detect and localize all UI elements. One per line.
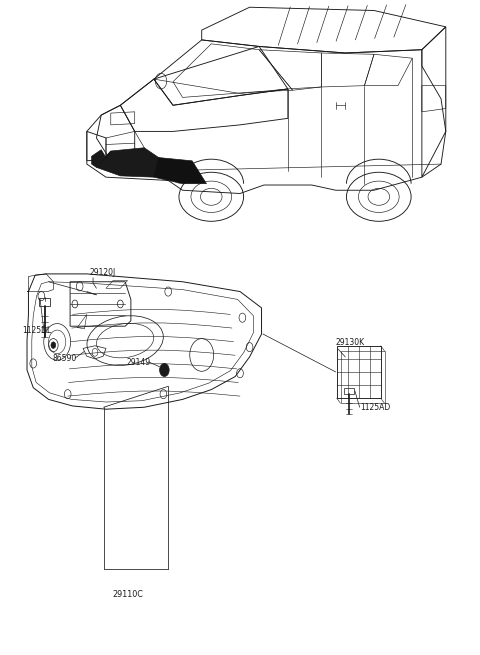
- Polygon shape: [92, 150, 111, 168]
- Text: 86590: 86590: [52, 354, 77, 363]
- Text: 29149: 29149: [126, 358, 150, 367]
- Text: 29130K: 29130K: [336, 338, 365, 347]
- Polygon shape: [154, 158, 206, 183]
- Circle shape: [51, 342, 56, 348]
- Text: 29110C: 29110C: [112, 590, 143, 599]
- Text: 1125DL: 1125DL: [22, 326, 51, 335]
- Bar: [39, 298, 50, 306]
- Polygon shape: [96, 148, 173, 177]
- Bar: [344, 388, 354, 394]
- Circle shape: [159, 364, 169, 377]
- Text: 1125AD: 1125AD: [360, 403, 391, 412]
- Text: 29120J: 29120J: [89, 267, 116, 276]
